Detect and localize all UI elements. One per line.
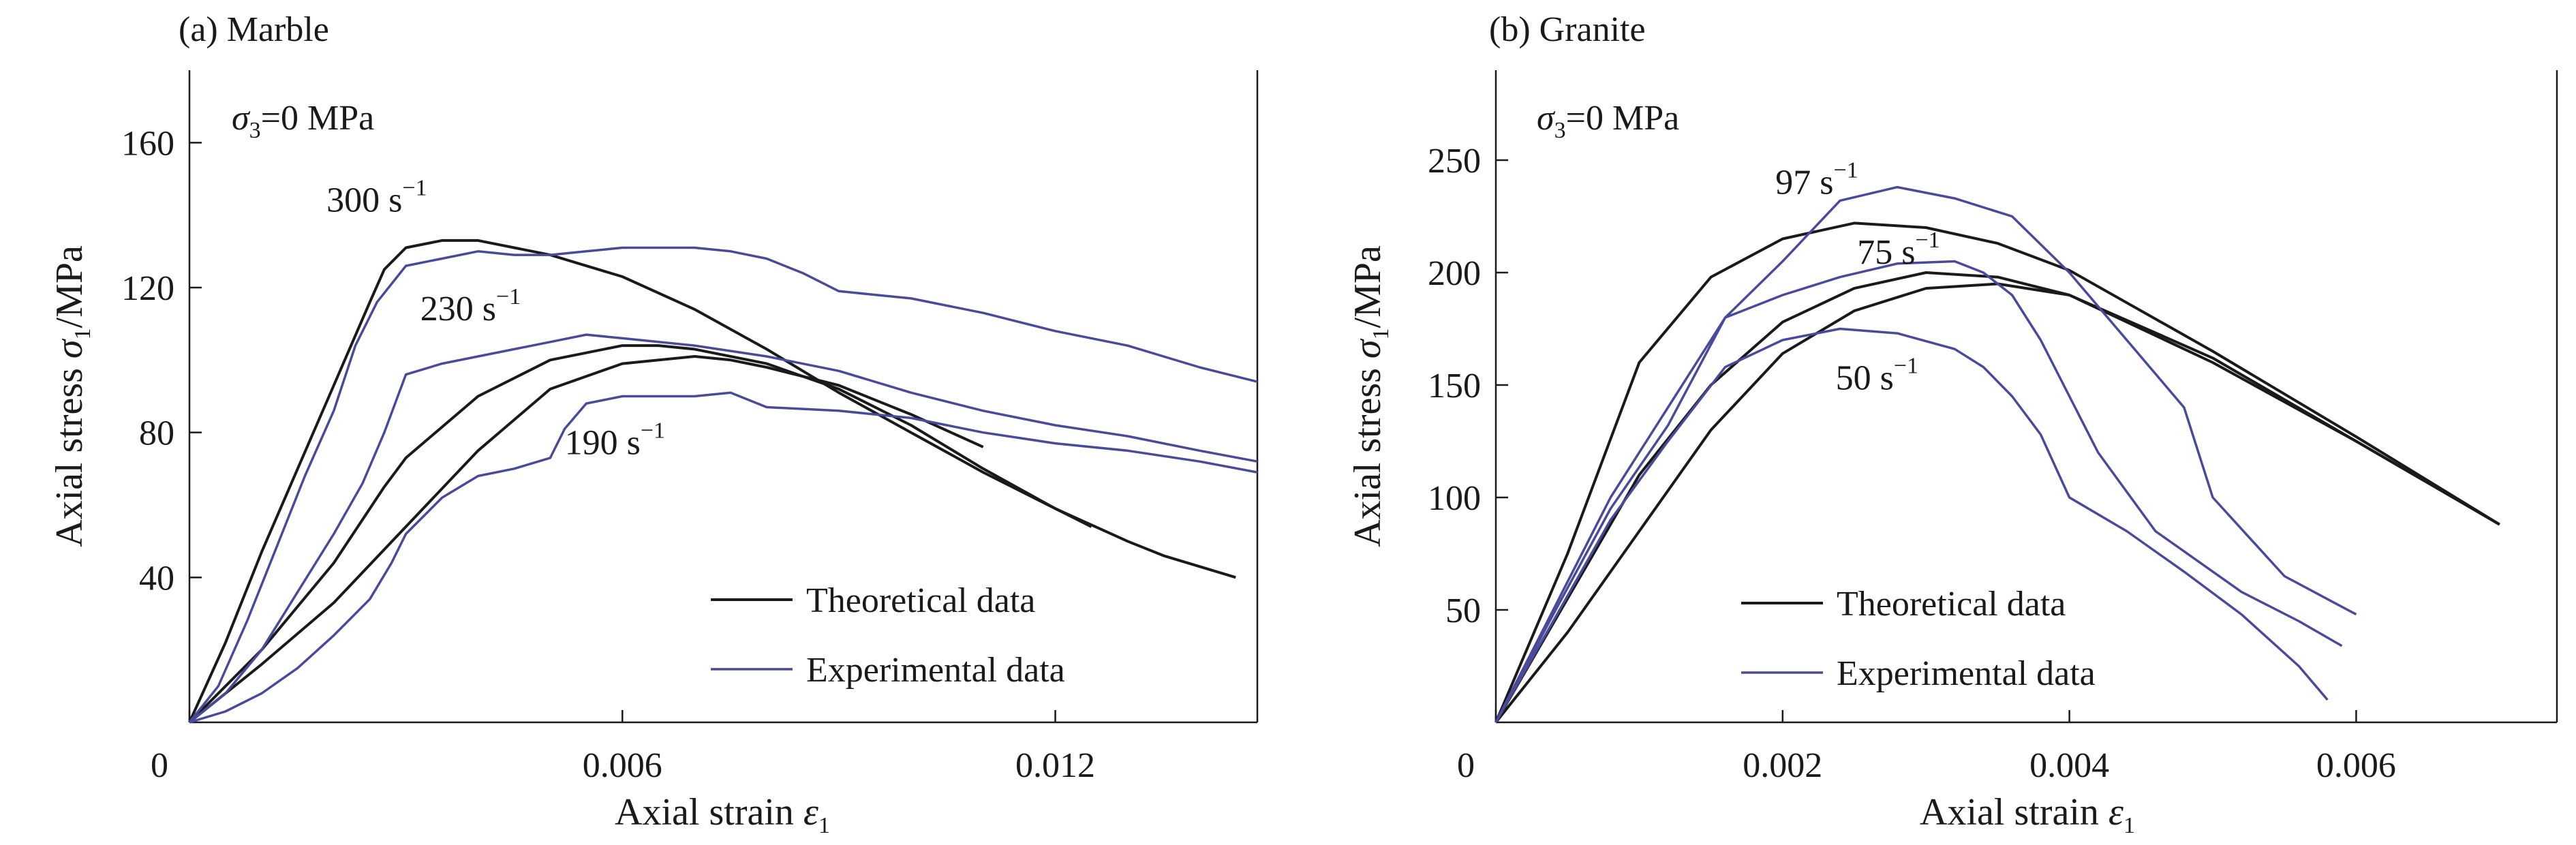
experimental-curve-971 bbox=[1494, 185, 2357, 723]
panel-title: (b) Granite bbox=[1489, 10, 1646, 49]
theoretical-curve-1901 bbox=[188, 355, 984, 724]
theoretical-curve-2301 bbox=[188, 344, 1092, 724]
experimental-curve-1901 bbox=[189, 391, 1258, 724]
legend-label-theoretical: Theoretical data bbox=[1837, 585, 2066, 624]
legend-label-theoretical: Theoretical data bbox=[806, 581, 1035, 620]
x-axis-title: Axial strain ε1 bbox=[1920, 791, 2135, 838]
strain-rate-label: 300 s−1 bbox=[326, 175, 427, 219]
y-axis-title: Axial stress σ1/MPa bbox=[48, 245, 95, 547]
x-tick-label: 0.006 bbox=[2316, 746, 2396, 785]
y-tick-label: 160 bbox=[121, 124, 174, 163]
y-tick-label: 150 bbox=[1428, 367, 1481, 405]
chart-panel-marble: (a) Marble 0 0.006 0.012 40 80 120 160 Axial str… bbox=[48, 10, 1259, 838]
experimental-curve-3001 bbox=[188, 246, 1258, 724]
x-axis-title: Axial strain ε1 bbox=[615, 791, 830, 838]
chart-panel-granite: (b) Granite 0 0.002 0.004 0.006 50 100 150 200 25… bbox=[1347, 10, 2558, 838]
legend-label-experimental: Experimental data bbox=[1837, 654, 2096, 693]
experimental-curve-2301 bbox=[188, 333, 1258, 724]
theoretical-curve-971 bbox=[1494, 221, 2500, 723]
legend-label-experimental: Experimental data bbox=[806, 651, 1065, 690]
theoretical-curve-3001 bbox=[188, 239, 1236, 723]
strain-rate-label: 97 s−1 bbox=[1775, 158, 1858, 202]
condition-label: σ3=0 MPa bbox=[1537, 99, 1679, 143]
y-tick-label: 50 bbox=[1445, 592, 1481, 630]
strain-rate-label: 190 s−1 bbox=[565, 418, 665, 463]
legend: Theoretical data Experimental data bbox=[711, 581, 1065, 690]
y-tick-label: 250 bbox=[1428, 142, 1481, 181]
theoretical-curve-501 bbox=[1494, 282, 2500, 724]
y-tick-label: 120 bbox=[121, 269, 174, 308]
y-tick-label: 100 bbox=[1428, 479, 1481, 518]
y-tick-label: 40 bbox=[139, 559, 174, 598]
experimental-curve-501 bbox=[1494, 327, 2329, 723]
y-tick-label: 200 bbox=[1428, 254, 1481, 293]
legend: Theoretical data Experimental data bbox=[1741, 585, 2096, 693]
experimental-curve-751 bbox=[1494, 260, 2343, 723]
y-tick-label: 80 bbox=[139, 414, 174, 453]
strain-rate-label: 50 s−1 bbox=[1836, 354, 1918, 398]
x-tick-label: 0.006 bbox=[583, 746, 662, 785]
x-tick-label: 0 bbox=[151, 746, 168, 785]
y-axis-title: Axial stress σ1/MPa bbox=[1347, 245, 1394, 547]
condition-label: σ3=0 MPa bbox=[232, 99, 374, 143]
x-tick-label: 0.012 bbox=[1015, 746, 1095, 785]
x-tick-label: 0 bbox=[1457, 746, 1475, 785]
strain-rate-label: 230 s−1 bbox=[420, 284, 521, 328]
strain-rate-label: 75 s−1 bbox=[1857, 228, 1939, 272]
x-tick-label: 0.002 bbox=[1743, 746, 1822, 785]
x-tick-label: 0.004 bbox=[2029, 746, 2109, 785]
panel-title: (a) Marble bbox=[179, 10, 329, 49]
